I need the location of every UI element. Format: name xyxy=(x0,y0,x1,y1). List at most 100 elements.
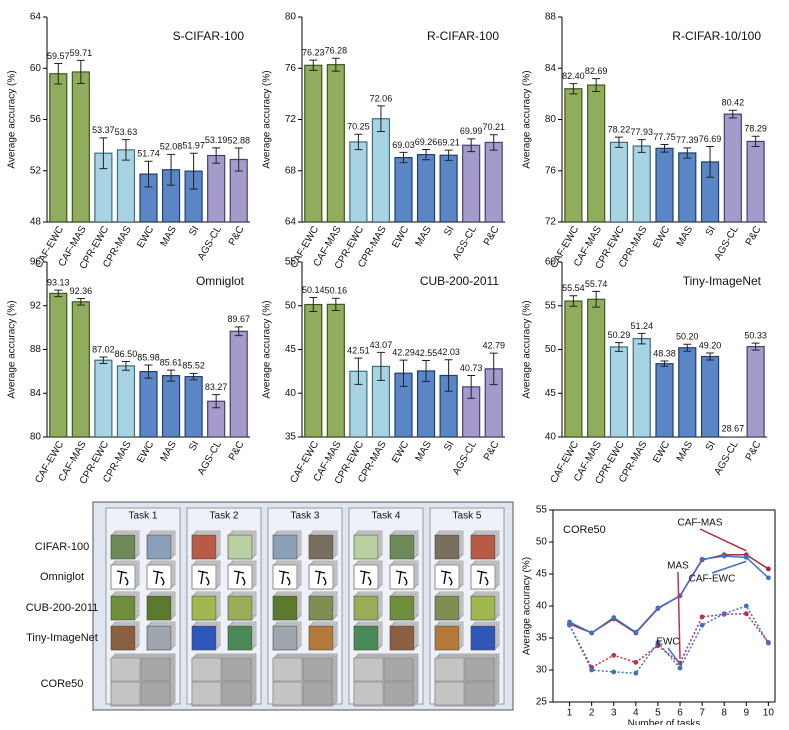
bar xyxy=(462,144,481,222)
value-label: 42.55 xyxy=(415,348,438,358)
x-tick-label: 1 xyxy=(567,708,573,719)
thumbnail xyxy=(221,657,252,682)
bar xyxy=(71,71,90,222)
marker xyxy=(633,670,639,676)
x-tick-label: SI xyxy=(442,224,456,238)
marker xyxy=(567,622,572,628)
y-tick-label: 52 xyxy=(30,165,42,176)
value-label: 72.06 xyxy=(370,93,393,103)
thumbnail xyxy=(146,534,172,560)
chart-title: R-CIFAR-10/100 xyxy=(672,29,761,43)
marker xyxy=(743,603,749,609)
x-tick-label: EWC xyxy=(390,224,411,250)
error-bar xyxy=(467,374,476,399)
thumbnail xyxy=(191,564,217,590)
thumbnail xyxy=(389,534,415,560)
marker xyxy=(611,615,617,620)
error-bar xyxy=(121,361,130,371)
error-bar xyxy=(422,148,431,161)
marker xyxy=(611,652,617,658)
chart-title: S-CIFAR-100 xyxy=(173,29,245,43)
annotation-arrow xyxy=(667,647,681,665)
y-tick-label: 92 xyxy=(30,300,42,311)
glyph xyxy=(395,570,408,586)
value-label: 92.36 xyxy=(70,286,93,296)
bar xyxy=(632,338,651,437)
bar xyxy=(746,346,765,437)
thumbnail xyxy=(146,564,172,590)
y-tick-label: 88 xyxy=(30,344,42,355)
glyph xyxy=(197,570,210,586)
thumbnail xyxy=(191,625,217,651)
value-label: 82.69 xyxy=(585,66,608,76)
value-label: 42.03 xyxy=(437,347,460,357)
y-tick-label: 88 xyxy=(545,12,557,23)
bar xyxy=(678,152,697,222)
thumbnail xyxy=(308,564,334,590)
x-tick-label: 10 xyxy=(763,708,775,719)
error-bar xyxy=(706,352,715,361)
x-tick-label: 4 xyxy=(633,708,639,719)
thumbnail xyxy=(308,595,334,621)
y-tick-label: 72 xyxy=(285,114,297,125)
value-label: 50.20 xyxy=(676,332,699,342)
marker xyxy=(677,665,683,671)
thumbnail xyxy=(434,534,460,560)
value-label: 76.23 xyxy=(302,48,325,58)
error-bar xyxy=(592,290,601,308)
x-tick-label: P&C xyxy=(744,439,764,462)
bar xyxy=(416,154,436,222)
marker xyxy=(589,630,595,636)
annotation-arrow xyxy=(699,528,747,552)
error-bar xyxy=(444,149,453,161)
y-tick-label: 40 xyxy=(545,432,557,443)
thumbnail xyxy=(434,625,460,651)
y-tick-label: 80 xyxy=(30,432,42,443)
x-tick-label: 9 xyxy=(744,708,750,719)
value-label: 52.08 xyxy=(160,142,183,152)
bar xyxy=(587,298,606,437)
thumbnail xyxy=(353,657,384,682)
y-tick-label: 64 xyxy=(30,12,42,23)
thumbnail xyxy=(227,625,253,651)
error-bar xyxy=(76,298,85,306)
thumbnail xyxy=(110,625,136,651)
value-label: 69.26 xyxy=(415,137,438,147)
x-tick-label: P&C xyxy=(227,439,247,462)
bar xyxy=(116,149,136,222)
bar xyxy=(700,355,720,437)
y-tick-label: 30 xyxy=(536,665,548,676)
value-label: 48.38 xyxy=(653,348,676,358)
y-tick-label: 50 xyxy=(545,344,557,355)
value-label: 89.67 xyxy=(227,314,250,324)
thumbnail xyxy=(389,625,415,651)
thumbnail xyxy=(434,657,465,682)
value-label: 50.16 xyxy=(325,286,348,296)
bar xyxy=(49,292,68,437)
error-bar xyxy=(592,78,601,92)
x-tick-label: EWC xyxy=(135,439,156,465)
plot-frame xyxy=(552,509,776,703)
bar xyxy=(207,154,226,222)
bar xyxy=(304,303,323,437)
marker xyxy=(721,553,727,559)
bar xyxy=(116,365,136,437)
value-label: 77.75 xyxy=(653,132,676,142)
x-tick-label: MAS xyxy=(675,439,696,464)
y-tick-label: 76 xyxy=(285,63,297,74)
error-bar xyxy=(637,332,646,345)
error-bar xyxy=(309,59,318,71)
x-tick-label: MAS xyxy=(675,224,696,249)
error-bar xyxy=(54,289,63,298)
marker xyxy=(633,659,639,665)
thumbnail xyxy=(227,564,253,590)
bar xyxy=(326,303,345,437)
dataset-label: Tiny-ImageNet xyxy=(26,632,98,644)
y-tick-label: 76 xyxy=(545,165,557,176)
x-tick-label: MAS xyxy=(159,224,180,249)
value-label: 49.20 xyxy=(699,340,722,350)
task-label: Task 3 xyxy=(291,511,320,522)
value-label: 85.61 xyxy=(160,358,183,368)
value-label: 51.74 xyxy=(137,149,160,159)
